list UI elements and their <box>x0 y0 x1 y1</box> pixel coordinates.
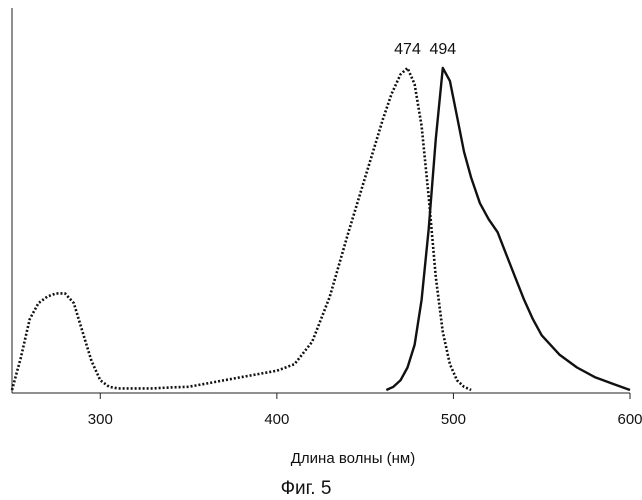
peak-label: 494 <box>429 41 456 58</box>
x-tick-label: 300 <box>88 411 113 428</box>
x-axis-label: Длина волны (нм) <box>291 450 415 467</box>
x-tick-label: 500 <box>441 411 466 428</box>
series-layer <box>12 68 630 390</box>
peak-label: 474 <box>394 41 421 58</box>
emission-solid-line <box>386 68 630 390</box>
excitation-dotted-line <box>12 68 471 390</box>
x-ticks: 300 400 500 600 <box>88 393 642 428</box>
axes <box>12 8 630 393</box>
x-tick-label: 600 <box>617 411 642 428</box>
x-tick-label: 400 <box>264 411 289 428</box>
peak-annotations: 474 494 <box>394 41 456 58</box>
figure-caption: Фиг. 5 <box>281 478 332 499</box>
